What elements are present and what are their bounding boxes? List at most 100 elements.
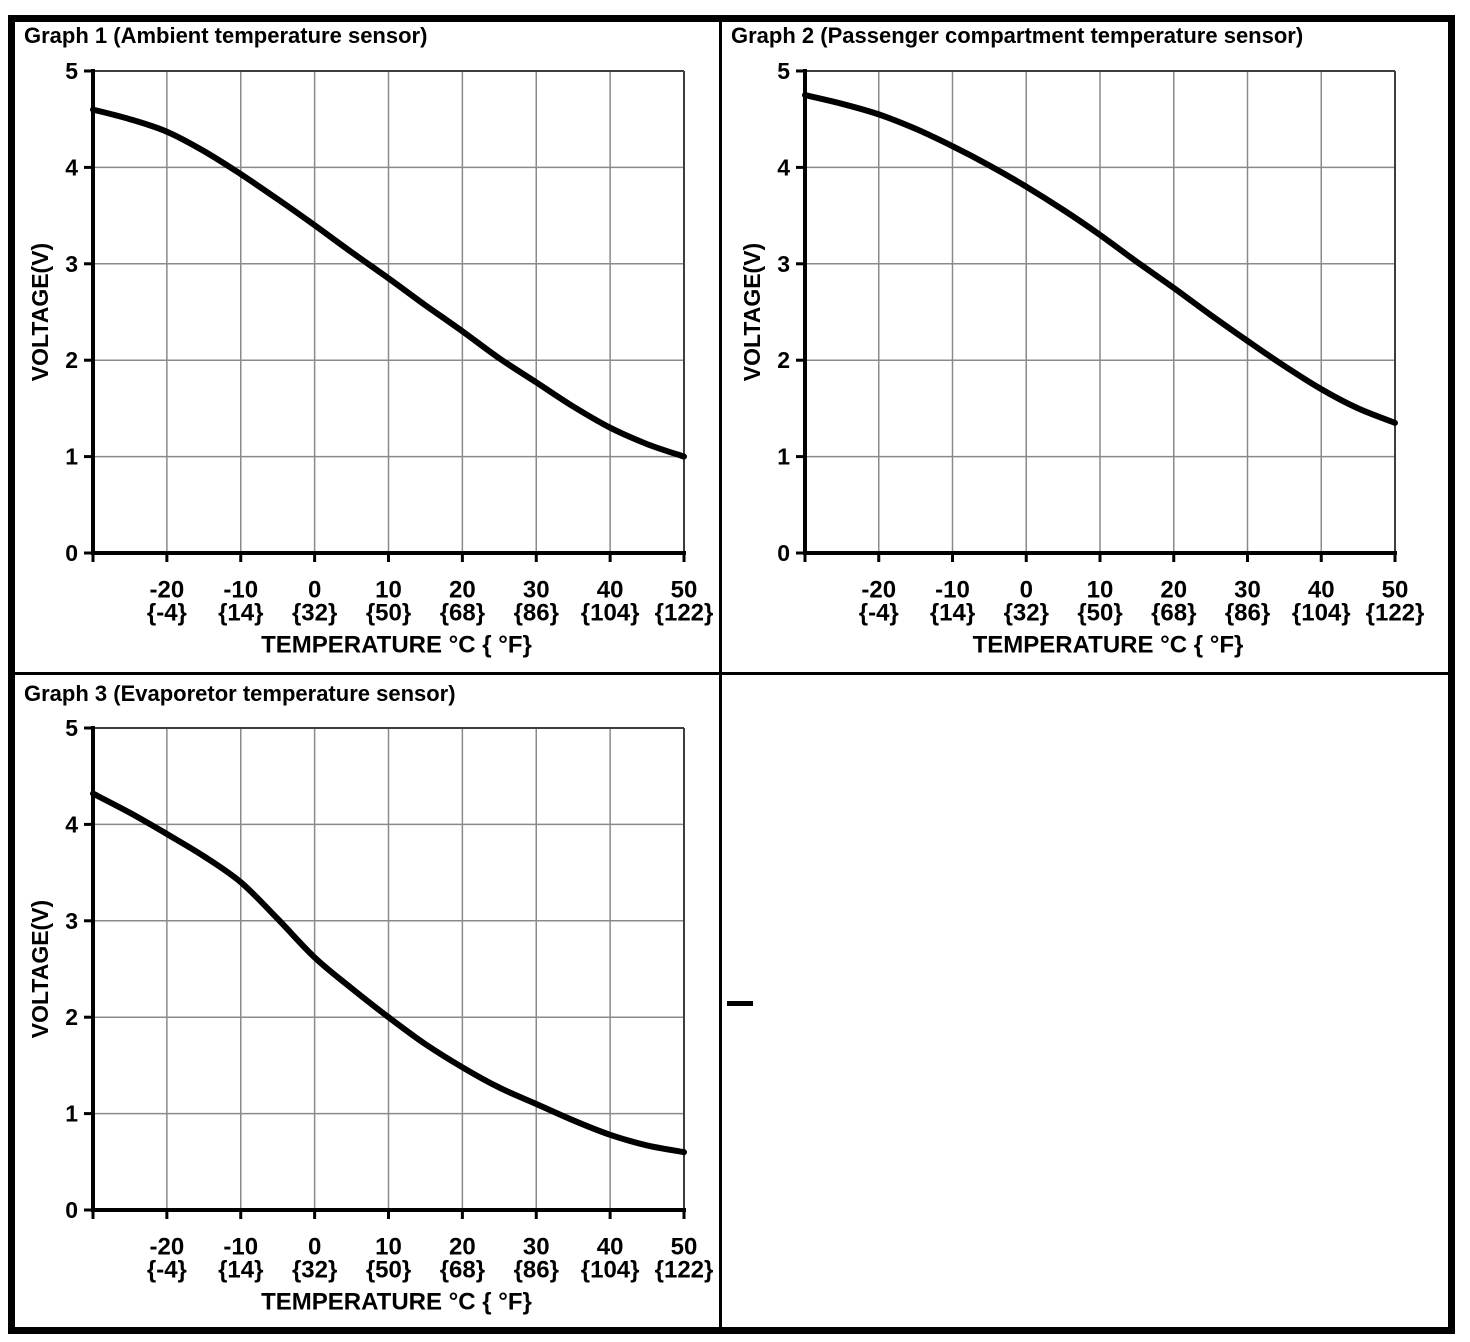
graph-1-y-axis-title: VOLTAGE(V): [27, 243, 53, 381]
svg-text:{14}: {14}: [930, 600, 975, 627]
svg-text:1: 1: [65, 444, 78, 470]
svg-text:{104}: {104}: [581, 1257, 640, 1284]
graph-1-tick-marks: [84, 69, 686, 562]
svg-text:{122}: {122}: [655, 1257, 714, 1284]
graph-1-x-axis-title: TEMPERATURE °C { °F}: [261, 632, 532, 659]
svg-text:3: 3: [65, 251, 78, 277]
svg-text:{-4}: {-4}: [859, 600, 899, 627]
svg-text:2: 2: [65, 1004, 78, 1030]
svg-text:-20: -20: [150, 577, 185, 604]
graph-3-y-axis-title: VOLTAGE(V): [27, 900, 53, 1038]
svg-text:-20: -20: [861, 577, 896, 604]
svg-text:20: 20: [1160, 577, 1187, 604]
graph-3-x-axis-title: TEMPERATURE °C { °F}: [261, 1289, 532, 1316]
stray-dash-mark: [727, 1001, 753, 1006]
svg-text:{14}: {14}: [218, 1257, 263, 1284]
graph2-title: Graph 2 (Passenger compartment temperatu…: [731, 23, 1304, 48]
graph-2-curve: [802, 92, 1398, 426]
svg-text:{104}: {104}: [1292, 600, 1351, 627]
graph3-title: Graph 3 (Evaporetor temperature sensor): [24, 681, 456, 706]
svg-text:20: 20: [449, 577, 476, 604]
svg-text:0: 0: [308, 1234, 321, 1261]
svg-text:-10: -10: [223, 577, 258, 604]
svg-text:40: 40: [597, 577, 624, 604]
svg-text:4: 4: [65, 154, 78, 180]
graph-1-gridlines: [93, 71, 684, 553]
svg-text:1: 1: [65, 1101, 78, 1127]
svg-text:{104}: {104}: [581, 600, 640, 627]
graph-1-plot-frame: [93, 70, 685, 553]
svg-text:{32}: {32}: [1004, 600, 1049, 627]
graph-2-plot-frame: [805, 70, 1396, 553]
svg-text:0: 0: [308, 577, 321, 604]
graph-2-y-tick-labels: 0 1 2 3 4 5: [777, 58, 790, 566]
graph-1-y-tick-labels: 0 1 2 3 4 5: [65, 58, 78, 566]
svg-text:50: 50: [1382, 577, 1409, 604]
svg-text:{86}: {86}: [1225, 600, 1270, 627]
svg-text:2: 2: [777, 347, 790, 373]
horizontal-divider: [15, 672, 1455, 675]
graph-3-y-tick-labels: 0 1 2 3 4 5: [65, 715, 78, 1223]
svg-text:{32}: {32}: [292, 600, 337, 627]
svg-text:3: 3: [65, 908, 78, 934]
svg-text:0: 0: [65, 540, 78, 566]
svg-text:{50}: {50}: [366, 1257, 411, 1284]
graph-3-tick-marks: [84, 726, 686, 1219]
svg-text:0: 0: [1020, 577, 1033, 604]
svg-text:{50}: {50}: [1077, 600, 1122, 627]
graph-3-curve: [90, 790, 687, 1156]
svg-text:5: 5: [777, 58, 790, 84]
svg-text:4: 4: [777, 154, 790, 180]
svg-text:{68}: {68}: [440, 600, 485, 627]
graph-2-gridlines: [805, 71, 1395, 553]
svg-text:{86}: {86}: [514, 600, 559, 627]
svg-text:-10: -10: [223, 1234, 258, 1261]
svg-text:1: 1: [777, 444, 790, 470]
svg-text:{50}: {50}: [366, 600, 411, 627]
graph-2-x-tick-labels: -20{-4}-10{14}0{32}10{50}20{68}30{86}40{…: [859, 577, 1425, 627]
svg-text:2: 2: [65, 347, 78, 373]
svg-text:{-4}: {-4}: [147, 600, 187, 627]
svg-text:{14}: {14}: [218, 600, 263, 627]
svg-text:40: 40: [1308, 577, 1335, 604]
svg-text:30: 30: [523, 1234, 550, 1261]
svg-text:{122}: {122}: [1366, 600, 1425, 627]
graph1-panel: 0 1 2 3 4 5 -20 {-4} -10 {14} 0 {32} 10 {50} 20 {68} 30{…: [15, 22, 719, 672]
graph-1-x-tick-labels: -20{-4}-10{14}0{32}10{50}20{68}30{86}40{…: [147, 577, 714, 627]
svg-text:0: 0: [777, 540, 790, 566]
graph-3-gridlines: [93, 728, 684, 1210]
svg-text:{32}: {32}: [292, 1257, 337, 1284]
graph1-title: Graph 1 (Ambient temperature sensor): [24, 23, 428, 48]
svg-text:10: 10: [375, 1234, 402, 1261]
graph3-panel: 0 1 2 3 4 5 -20 {-4} -10 {14} 0 {32} 10 {50} 20 {68} 30{…: [15, 675, 719, 1327]
graph-3-x-tick-labels: -20{-4}-10{14}0{32}10{50}20{68}30{86}40{…: [147, 1234, 714, 1284]
svg-text:10: 10: [1087, 577, 1114, 604]
svg-text:{68}: {68}: [1151, 600, 1196, 627]
graph-2-y-axis-title: VOLTAGE(V): [739, 243, 765, 381]
svg-text:3: 3: [777, 251, 790, 277]
graph-1-curve: [90, 106, 687, 460]
graph2-panel: 0 1 2 3 4 5 -20 {-4} -10 {14} 0 {32} 10 {50} 20 {68} 30{…: [722, 22, 1455, 672]
svg-text:4: 4: [65, 811, 78, 837]
svg-text:5: 5: [65, 715, 78, 741]
svg-text:{86}: {86}: [514, 1257, 559, 1284]
svg-text:50: 50: [671, 1234, 698, 1261]
graph-3-plot-frame: [93, 727, 685, 1210]
graph2-chart: 012345-20{-4}-10{14}0{32}10{50}20{68}30{…: [739, 58, 1425, 659]
svg-text:10: 10: [375, 577, 402, 604]
graph-2-x-axis-title: TEMPERATURE °C { °F}: [973, 632, 1244, 659]
svg-text:{122}: {122}: [655, 600, 714, 627]
svg-text:{68}: {68}: [440, 1257, 485, 1284]
graph1-chart: 012345-20{-4}-10{14}0{32}10{50}20{68}30{…: [27, 58, 714, 659]
svg-text:20: 20: [449, 1234, 476, 1261]
svg-text:5: 5: [65, 58, 78, 84]
svg-text:0: 0: [65, 1197, 78, 1223]
graph-2-tick-marks: [796, 69, 1397, 562]
svg-text:50: 50: [671, 577, 698, 604]
empty-panel: [722, 675, 1455, 1327]
svg-text:40: 40: [597, 1234, 624, 1261]
svg-text:30: 30: [523, 577, 550, 604]
graph3-chart: 012345-20{-4}-10{14}0{32}10{50}20{68}30{…: [27, 715, 714, 1316]
svg-text:{-4}: {-4}: [147, 1257, 187, 1284]
svg-text:-20: -20: [150, 1234, 185, 1261]
